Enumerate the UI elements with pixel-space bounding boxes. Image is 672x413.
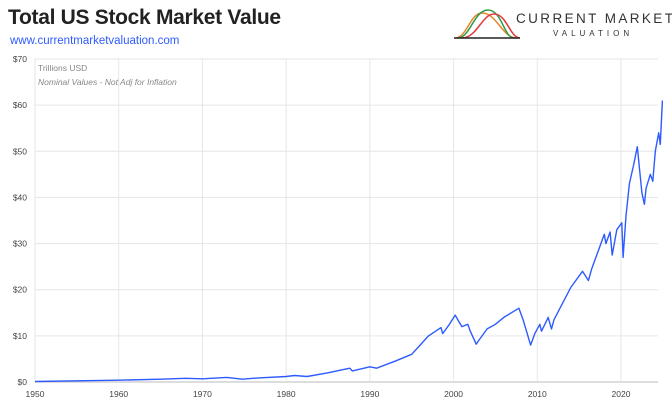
x-tick-label: 1990 [360,389,379,399]
logo-curves-icon [454,9,521,39]
page-title: Total US Stock Market Value [8,6,281,29]
x-tick-label: 1960 [109,389,128,399]
logo-curve-red [461,13,521,39]
y-tick-label: $40 [13,192,27,202]
x-axis: 1950 1960 1970 1980 1990 2000 2010 2020 [26,389,631,399]
y-axis: $0 $10 $20 $30 $40 $50 $60 $70 [13,54,27,387]
y-tick-label: $30 [13,239,27,249]
logo-curve-orange [454,12,518,39]
series-line-market-value [34,100,664,383]
x-tick-label: 1970 [193,389,212,399]
source-link[interactable]: www.currentmarketvaluation.com [10,35,180,47]
units-note: Trillions USD [38,63,87,73]
logo-curve-green [457,9,515,39]
y-tick-label: $60 [13,100,27,110]
x-tick-label: 2010 [528,389,547,399]
x-tick-label: 1980 [277,389,296,399]
y-tick-label: $10 [13,331,27,341]
x-tick-label: 1950 [26,389,45,399]
y-tick-label: $20 [13,285,27,295]
y-tick-label: $50 [13,146,27,156]
y-tick-label: $70 [13,54,27,64]
logo-text-line1: CURRENT MARKET [516,11,672,26]
x-tick-label: 2000 [444,389,463,399]
y-tick-label: $0 [18,377,28,387]
logo-text-line2: VALUATION [553,29,634,38]
grid [34,58,658,383]
inflation-note: Nominal Values - Not Adj for Inflation [38,77,177,87]
x-tick-label: 2020 [612,389,631,399]
